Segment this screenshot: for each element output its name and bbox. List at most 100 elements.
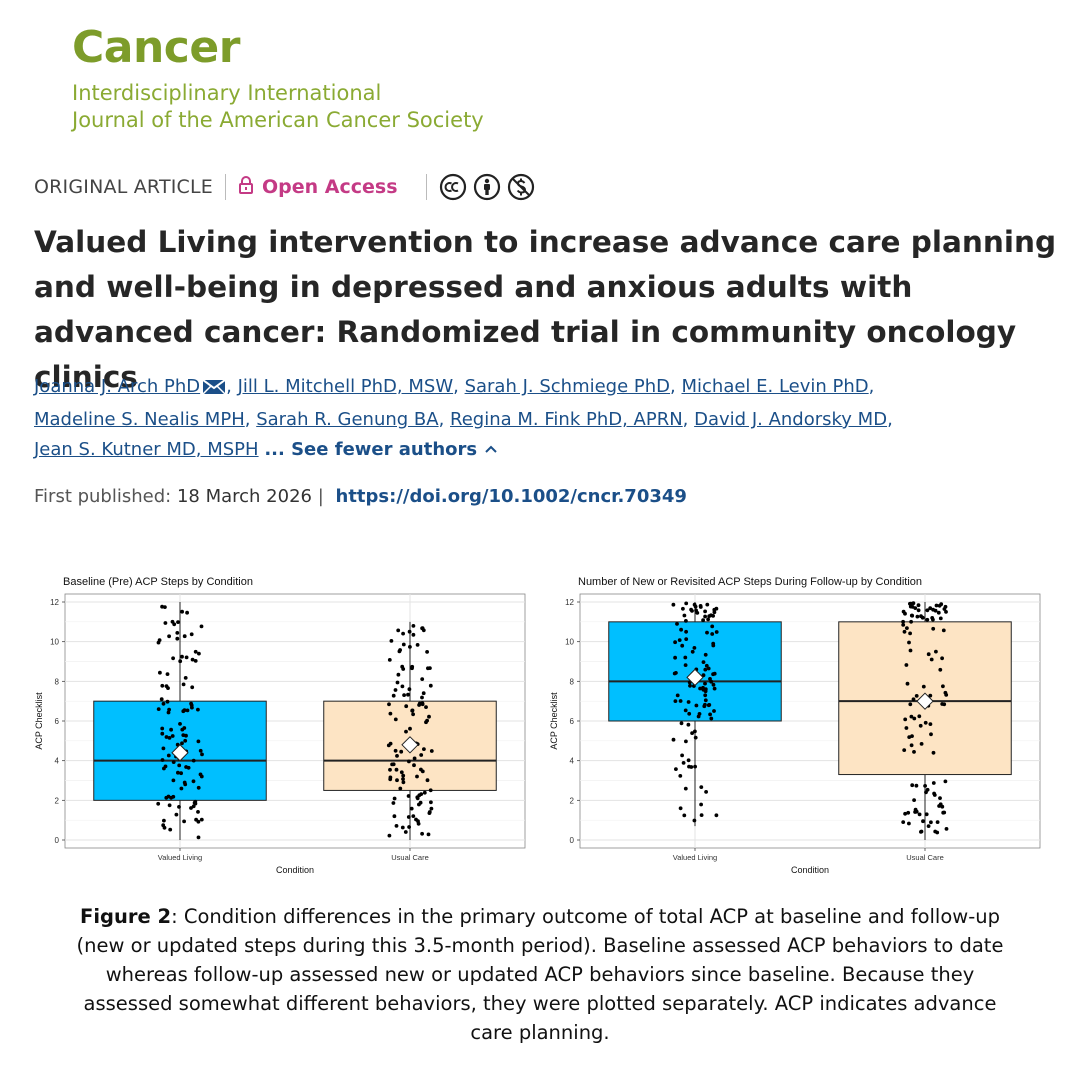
data-point [929, 820, 933, 825]
data-point [189, 806, 193, 810]
data-point [406, 794, 411, 798]
data-point [391, 693, 396, 698]
data-point [160, 726, 165, 731]
data-point [389, 639, 394, 643]
data-point [705, 630, 709, 635]
data-point [673, 699, 678, 703]
noncommercial-icon[interactable] [507, 173, 535, 201]
doi-link[interactable]: https://doi.org/10.1002/cncr.70349 [335, 486, 687, 507]
data-point [933, 829, 938, 834]
data-point [388, 741, 393, 746]
data-point [400, 684, 405, 689]
data-point [395, 754, 399, 758]
author-link[interactable]: Joanna J. Arch PhD [34, 376, 201, 397]
baseline-boxplot-svg: Baseline (Pre) ACP Steps by Condition 0 2 4… [34, 576, 526, 875]
data-point [391, 801, 396, 805]
data-point [407, 687, 412, 692]
data-point [709, 716, 714, 721]
data-point [388, 767, 392, 772]
data-point [703, 609, 707, 614]
data-point [944, 610, 948, 614]
author-link[interactable]: Michael E. Levin PhD [681, 376, 869, 397]
data-point [422, 747, 426, 751]
first-published-label: First published: [34, 486, 172, 507]
data-point [180, 609, 185, 614]
followup-boxplot-svg: Number of New or Revisited ACP Steps Dur… [549, 576, 1041, 875]
data-point [929, 657, 934, 662]
data-point [934, 649, 938, 654]
data-point [678, 774, 683, 778]
data-point [417, 701, 422, 706]
mail-icon[interactable] [202, 375, 226, 405]
chevron-up-icon[interactable] [483, 439, 499, 460]
data-point [901, 623, 906, 627]
data-point [924, 790, 928, 795]
mean-diamond [401, 736, 419, 754]
x-axis-label: Condition [276, 865, 314, 875]
author-link[interactable]: Sarah R. Genung BA [256, 409, 439, 430]
data-point [169, 727, 174, 732]
data-point [156, 801, 161, 806]
data-point [907, 735, 912, 739]
author-link[interactable]: Jean S. Kutner MD, MSPH [34, 439, 259, 460]
cc-icon[interactable] [439, 173, 467, 201]
data-point [908, 702, 913, 707]
see-fewer-authors-button[interactable]: ... See fewer authors [264, 439, 478, 460]
author-list: Joanna J. Arch PhD, Jill L. Mitchell PhD… [34, 375, 893, 460]
open-access-link[interactable]: Open Access [262, 176, 398, 198]
y-tick-label: 4 [570, 757, 575, 766]
data-point [684, 739, 688, 744]
data-point [692, 818, 697, 823]
data-point [391, 762, 396, 767]
data-point [692, 602, 697, 607]
data-point [918, 723, 923, 728]
x-tick-label: Usual Care [906, 853, 944, 862]
author-link[interactable]: Madeline S. Nealis MPH [34, 409, 245, 430]
data-point [402, 693, 406, 697]
data-point [163, 621, 168, 625]
data-point [937, 603, 942, 608]
data-point [699, 802, 703, 807]
data-point [938, 616, 943, 621]
data-point [182, 726, 187, 730]
attribution-icon[interactable] [473, 173, 501, 201]
data-point [178, 722, 182, 726]
data-point [160, 683, 165, 688]
data-point [407, 759, 411, 764]
data-point [926, 824, 931, 828]
data-point [407, 825, 411, 829]
data-point [692, 646, 697, 650]
author-link[interactable]: Regina M. Fink PhD, APRN [450, 409, 683, 430]
figure-caption-text: : Condition differences in the primary o… [76, 905, 1004, 1044]
data-point [182, 819, 187, 824]
data-point [183, 676, 188, 680]
data-point [428, 683, 433, 688]
data-point [914, 783, 919, 788]
data-point [160, 758, 165, 762]
data-point [190, 657, 195, 662]
data-point [711, 682, 716, 687]
chart-baseline: Baseline (Pre) ACP Steps by Condition 0 2 4… [30, 570, 535, 889]
data-point [408, 645, 412, 649]
data-point [429, 800, 433, 805]
data-point [411, 632, 416, 637]
data-point [693, 735, 698, 740]
author-link[interactable]: David J. Andorsky MD [694, 409, 888, 430]
data-point [912, 798, 916, 802]
data-point [902, 629, 907, 634]
data-point [907, 640, 911, 645]
data-point [932, 791, 936, 796]
data-point [904, 726, 909, 730]
data-point [679, 721, 684, 726]
author-link[interactable]: Sarah J. Schmiege PhD [464, 376, 671, 397]
author-link[interactable]: Jill L. Mitchell PhD, MSW [237, 376, 454, 397]
data-point [688, 683, 692, 688]
data-point [908, 604, 913, 609]
data-point [699, 813, 704, 817]
data-point [912, 716, 917, 721]
data-point [182, 634, 187, 639]
data-point [172, 622, 177, 627]
data-point [185, 708, 190, 713]
data-point [189, 632, 194, 637]
data-point [415, 796, 420, 801]
